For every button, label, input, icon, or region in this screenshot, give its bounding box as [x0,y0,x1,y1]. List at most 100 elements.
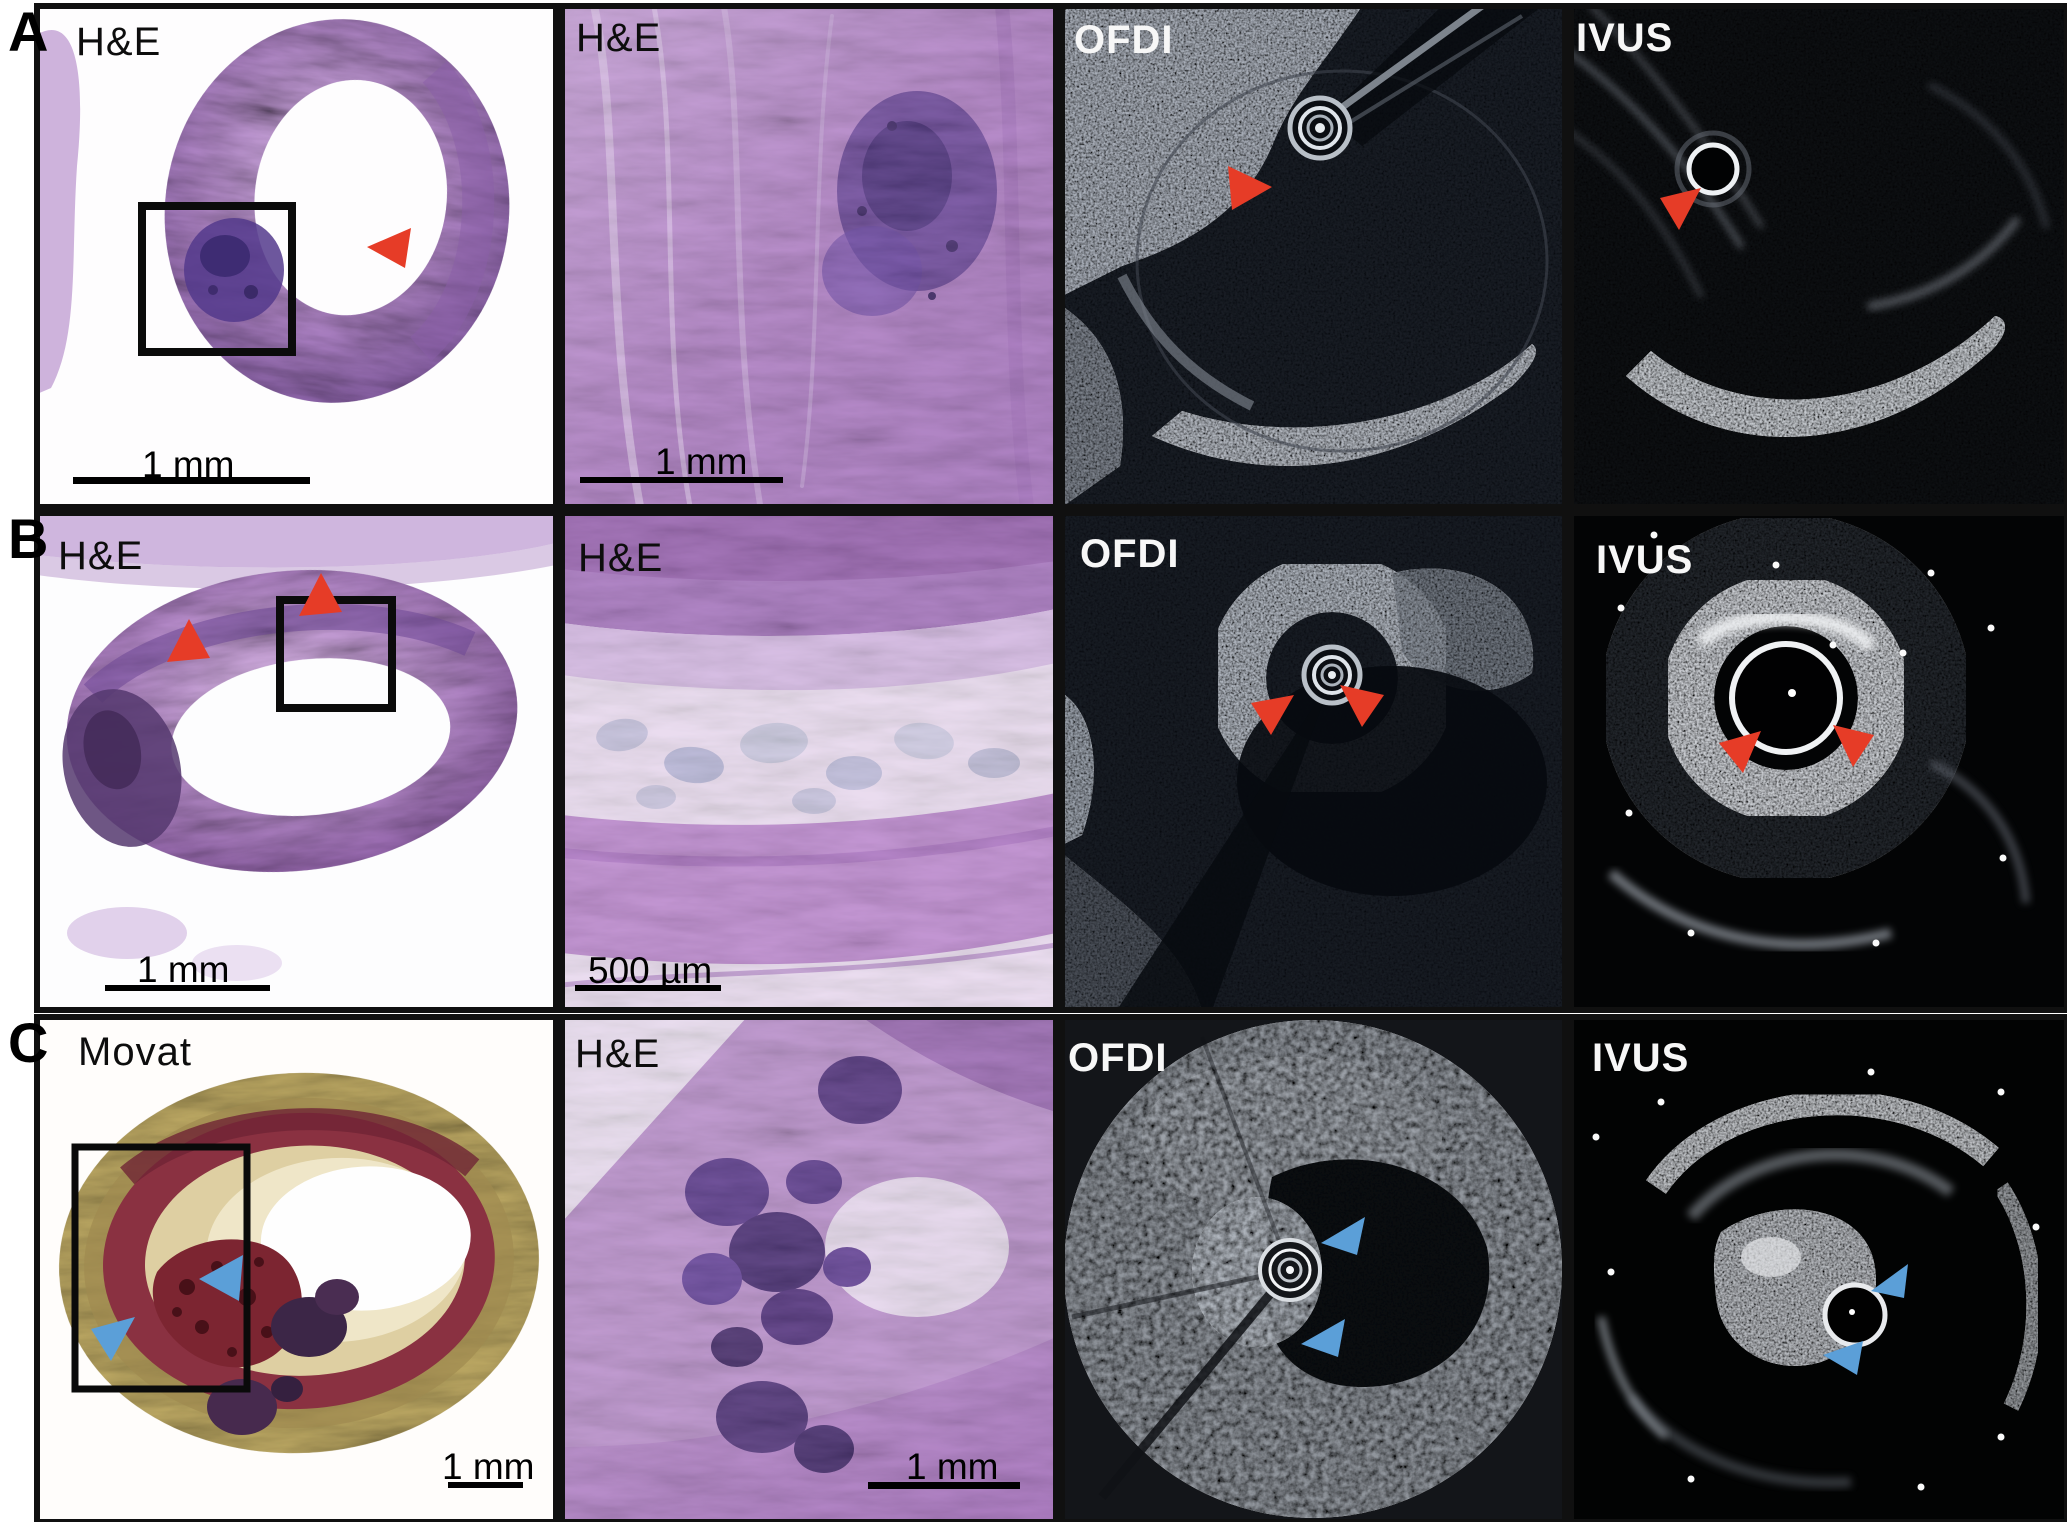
tissue-fragment [37,29,81,394]
echo-streaks [1571,6,2049,310]
imaging-catheter [1822,1282,1888,1348]
panel-b4-modality-label: IVUS [1596,538,1694,582]
panel-a1-scale-bar [73,477,310,484]
panel-c3-modality-label: OFDI [1068,1036,1168,1080]
row-label-a: A [8,0,49,63]
panel-b1-scale-text: 1 mm [137,949,230,990]
panel-border [1568,1014,2067,1522]
blue-arrowhead [1823,1341,1863,1375]
panel-c1-movat-overview [37,1017,556,1522]
panel-a1-stain-label: H&E [76,20,162,64]
red-arrowhead [1719,731,1761,773]
panel-border [1568,3,2067,510]
shadow-lines [1071,1036,1294,1500]
panel-c2-scale-bar [868,1482,1020,1489]
panel-b3-ofdi [1062,513,1565,1010]
roi-box [138,202,296,356]
vessel-arcs [1597,1091,2043,1488]
tissue-fragments [67,907,282,981]
calibration-dots [1617,531,2007,947]
panel-border [34,3,559,510]
row-label-c: C [8,1011,49,1074]
blue-arrowhead [91,1317,135,1361]
panel-a1-scale-text: 1 mm [142,444,235,485]
panel-border [559,510,1059,1013]
panel-borders [34,3,2067,1522]
panel-b1-scale-bar [105,985,270,991]
texture-overlay [562,1017,1056,1522]
panel-b2-scale-bar [575,985,721,991]
panel-border [559,1014,1059,1522]
panel-a2-histology-magnified [562,6,1056,507]
panel-c1-stain-label: Movat [78,1030,192,1074]
panel-b2-scale-text: 500 µm [588,950,713,991]
panel-border [1059,3,1568,510]
guidewire-shadow [1117,678,1332,1010]
texture-overlay [562,513,1056,1010]
panel-a2-scale-text: 1 mm [655,441,748,482]
panel-a2-scale-bar [580,477,783,483]
blue-arrowhead [1871,1264,1908,1298]
red-arrowhead [299,573,342,616]
panel-a4-ivus [1571,6,2067,507]
red-arrowhead [1251,695,1294,735]
guidewire-shadow [1327,6,1542,146]
panel-a3-ofdi [1062,6,1565,507]
panel-border [1568,510,2067,1013]
plaque [184,218,284,322]
imaging-catheter [1729,641,1843,755]
red-arrowhead [1228,166,1272,210]
imaging-catheter [1674,130,1752,208]
panel-c2-stain-label: H&E [575,1032,661,1076]
panel-c1-scale-text: 1 mm [442,1446,535,1487]
panel-c4-ivus [1571,1017,2067,1522]
panel-c1-scale-bar [448,1482,523,1488]
panel-c4-modality-label: IVUS [1592,1036,1690,1080]
panel-a2-stain-label: H&E [576,16,662,60]
panel-a3-modality-label: OFDI [1074,18,1174,62]
vessel-tissue [1062,6,1549,507]
red-arrowhead [167,619,210,662]
panel-border [1059,1014,1568,1522]
panel-b2-stain-label: H&E [578,536,664,580]
panel-border [34,1014,559,1522]
panel-b1-histology-overview [37,513,556,1010]
texture-overlay [562,6,1056,507]
tissue-band-top [37,513,556,568]
bright-wall-arc [1626,316,2005,437]
blue-arrowhead [1321,1217,1365,1255]
panel-border [559,3,1059,510]
calibration-dots [1592,1068,2040,1491]
bright-spot [1741,1237,1801,1277]
roi-box [71,1143,251,1393]
vessel-tissue [1601,513,2030,950]
red-arrowhead [1833,725,1874,767]
panel-b3-modality-label: OFDI [1080,532,1180,576]
roi-box [276,596,396,712]
panel-c3-ofdi [1062,1017,1565,1522]
blue-arrowhead [199,1255,243,1301]
panel-b2-histology-magnified [562,513,1056,1010]
imaging-catheter [1287,6,1524,161]
panel-c2-scale-text: 1 mm [906,1446,999,1487]
panel-border [1059,510,1568,1013]
panel-b4-ivus [1571,513,2067,1010]
row-label-b: B [8,507,49,570]
thrombus [152,1239,359,1435]
red-arrowhead [1660,188,1701,230]
vessel-ring [49,1060,549,1466]
plaque [62,689,182,847]
red-arrowhead [1340,685,1384,727]
bright-wedge [1192,1197,1322,1347]
panel-a4-modality-label: IVUS [1576,16,1674,60]
blue-arrowhead [1301,1319,1345,1357]
panel-border [34,510,559,1013]
panel-b1-stain-label: H&E [58,534,144,578]
panel-a1-histology-overview [37,6,556,507]
panel-c2-histology-magnified [562,1017,1056,1522]
imaging-catheter [1258,1238,1322,1302]
red-arrowhead [367,228,411,268]
tissue-band-top-2 [37,543,556,590]
